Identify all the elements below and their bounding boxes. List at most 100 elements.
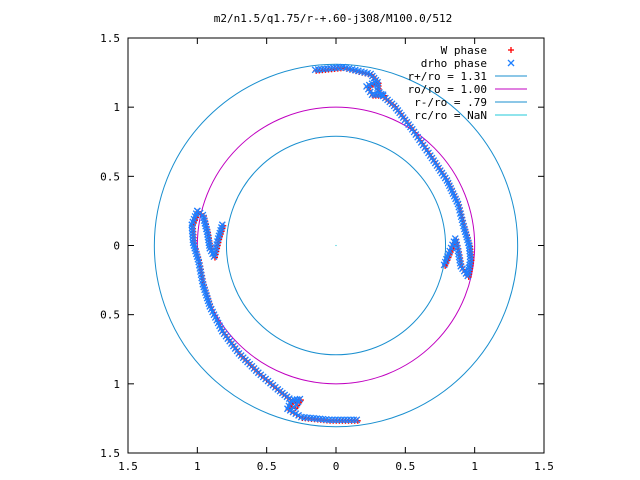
drho-phase-point (204, 297, 212, 305)
drho-phase-point (203, 294, 211, 302)
legend-label: rc/ro = NaN (414, 109, 487, 122)
drho-phase-point (200, 214, 208, 222)
data-points (188, 63, 475, 424)
drho-phase-point (459, 219, 467, 227)
drho-phase-point (204, 236, 212, 244)
drho-phase-point (202, 291, 210, 299)
drho-phase-point (189, 239, 197, 247)
drho-phase-point (376, 91, 384, 99)
x-tick-label: 1.5 (118, 460, 138, 473)
x-tick-label: 0 (333, 460, 340, 473)
drho-phase-point (454, 200, 462, 208)
drho-phase-point (300, 413, 308, 421)
drho-phase-point (361, 68, 368, 76)
drho-phase-point (371, 91, 379, 99)
drho-phase-point (465, 242, 473, 249)
x-tick-label: 0.5 (257, 460, 277, 473)
legend-label: drho phase (421, 57, 487, 70)
drho-phase-point (199, 280, 207, 288)
drho-phase-point (322, 416, 330, 423)
drho-phase-point (447, 184, 455, 192)
drho-phase-point (456, 206, 464, 214)
drho-phase-point (465, 244, 473, 252)
drho-phase-point (453, 197, 461, 205)
drho-phase-point (216, 322, 223, 330)
drho-phase-point (368, 91, 376, 99)
drho-phase-point (200, 217, 208, 225)
drho-phase-point (463, 233, 471, 241)
drho-phase-point (316, 415, 324, 423)
drho-phase-point (452, 195, 460, 203)
drho-phase-point (461, 228, 469, 236)
drho-phase-point (202, 225, 210, 233)
drho-phase-point (458, 216, 466, 224)
drho-phase-point (210, 311, 218, 319)
drho-phase-point (456, 259, 464, 267)
drho-phase-point (194, 255, 202, 263)
drho-phase-point (454, 247, 462, 255)
drho-phase-point (188, 224, 196, 232)
y-tick-label: 0.5 (100, 309, 120, 322)
drho-phase-point (379, 91, 387, 99)
drho-phase-point (204, 230, 211, 238)
drho-phase-point (353, 416, 361, 424)
chart-title: m2/n1.5/q1.75/r-+.60-j308/M100.0/512 (214, 12, 452, 25)
drho-phase-point (202, 222, 210, 230)
drho-phase-point (213, 316, 221, 324)
y-tick-label: 1.5 (100, 32, 120, 45)
drho-phase-point (206, 244, 214, 252)
drho-phase-point (197, 268, 204, 276)
drho-phase-point (292, 410, 300, 418)
drho-phase-point (310, 414, 318, 422)
drho-phase-point (211, 313, 219, 321)
drho-phase-point (455, 203, 463, 211)
circle-0 (153, 63, 519, 428)
drho-phase-point (339, 63, 347, 71)
drho-phase-point (297, 413, 305, 421)
drho-phase-point (290, 403, 298, 411)
drho-phase-point (195, 258, 203, 266)
drho-phase-point (205, 300, 213, 308)
drho-phase-point (445, 182, 453, 190)
drho-phase-point (198, 277, 206, 285)
drho-phase-point (444, 179, 452, 187)
drho-phase-point (456, 256, 464, 264)
drho-phase-point (188, 227, 196, 235)
drho-phase-point (364, 69, 372, 77)
drho-phase-point (449, 190, 457, 198)
axis-ticks: 1.5 1 0.5 0 0.5 1 1.51.510.500.511.5 (100, 32, 554, 473)
drho-phase-point (443, 177, 451, 184)
drho-phase-point (190, 242, 198, 249)
drho-phase-point (345, 65, 353, 73)
drho-phase-point (354, 67, 362, 75)
drho-phase-point (197, 271, 205, 279)
legend-label: W phase (441, 44, 487, 57)
drho-phase-point (466, 253, 474, 261)
x-tick-label: 1 (194, 460, 201, 473)
drho-phase-point (374, 78, 382, 86)
circle-2 (225, 135, 447, 356)
drho-phase-point (209, 308, 217, 316)
drho-phase-point (207, 305, 215, 313)
drho-phase-point (198, 274, 206, 282)
drho-phase-point (196, 264, 204, 272)
drho-phase-point (457, 213, 465, 221)
drho-phase-point (289, 408, 297, 416)
drho-phase-point (453, 244, 461, 252)
y-tick-label: 1 (113, 378, 120, 391)
x-tick-label: 0.5 (395, 460, 415, 473)
drho-phase-point (460, 225, 468, 233)
drho-phase-point (460, 222, 468, 230)
drho-phase-point (192, 250, 200, 258)
drho-phase-point (286, 406, 294, 414)
drho-phase-point (214, 319, 222, 327)
drho-phase-point (204, 233, 212, 241)
y-tick-label: 1.5 (100, 447, 120, 460)
legend-label: r+/ro = 1.31 (408, 70, 487, 83)
drho-phase-point (189, 233, 197, 241)
drho-phase-point (466, 250, 474, 258)
drho-phase-point (189, 230, 196, 238)
drho-phase-point (203, 228, 211, 236)
